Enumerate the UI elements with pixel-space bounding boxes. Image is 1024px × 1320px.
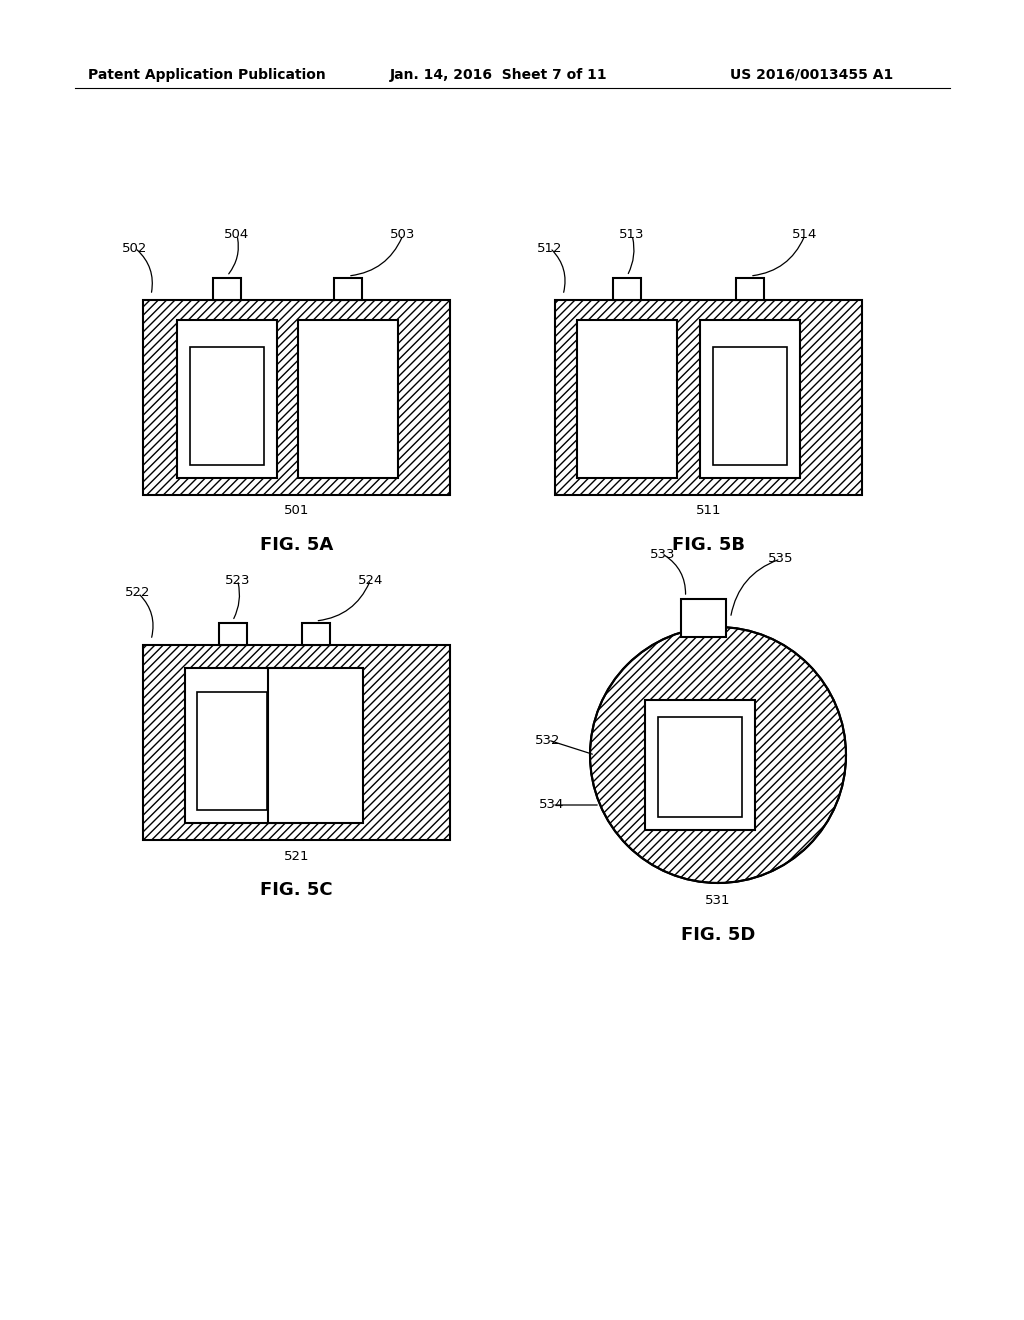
Bar xyxy=(298,319,398,478)
Bar xyxy=(213,279,241,300)
Text: Patent Application Publication: Patent Application Publication xyxy=(88,69,326,82)
Text: 531: 531 xyxy=(706,895,731,908)
Bar xyxy=(613,279,641,300)
Bar xyxy=(645,700,755,830)
Bar xyxy=(197,692,267,810)
Text: 535: 535 xyxy=(768,553,794,565)
Bar xyxy=(143,300,450,495)
Bar xyxy=(577,319,677,478)
Text: 502: 502 xyxy=(122,242,147,255)
Bar xyxy=(190,347,264,465)
Bar xyxy=(268,668,362,822)
Text: 511: 511 xyxy=(695,504,721,517)
Text: 523: 523 xyxy=(224,573,250,586)
Bar xyxy=(218,623,247,645)
Text: US 2016/0013455 A1: US 2016/0013455 A1 xyxy=(730,69,893,82)
Bar xyxy=(681,599,725,638)
Bar xyxy=(736,279,764,300)
Text: 521: 521 xyxy=(284,850,309,862)
Bar xyxy=(143,645,450,840)
Bar xyxy=(555,300,862,495)
Bar xyxy=(334,279,362,300)
Bar xyxy=(658,717,742,817)
Text: 533: 533 xyxy=(650,548,675,561)
Text: FIG. 5D: FIG. 5D xyxy=(681,927,755,944)
Text: FIG. 5C: FIG. 5C xyxy=(260,880,333,899)
Text: FIG. 5B: FIG. 5B xyxy=(672,536,745,554)
Bar xyxy=(177,319,278,478)
Text: 534: 534 xyxy=(540,799,564,812)
Text: 514: 514 xyxy=(793,228,818,242)
Text: 524: 524 xyxy=(357,573,383,586)
Text: 512: 512 xyxy=(538,242,563,255)
Text: 503: 503 xyxy=(390,228,416,242)
Text: Jan. 14, 2016  Sheet 7 of 11: Jan. 14, 2016 Sheet 7 of 11 xyxy=(390,69,607,82)
Text: 513: 513 xyxy=(620,228,645,242)
Circle shape xyxy=(590,627,846,883)
Bar xyxy=(700,319,800,478)
Text: 501: 501 xyxy=(284,504,309,517)
Bar xyxy=(185,668,280,822)
Text: 504: 504 xyxy=(224,228,250,242)
Text: 532: 532 xyxy=(536,734,561,747)
Text: FIG. 5A: FIG. 5A xyxy=(260,536,333,554)
Bar xyxy=(301,623,330,645)
Bar xyxy=(713,347,787,465)
Text: 522: 522 xyxy=(125,586,151,599)
